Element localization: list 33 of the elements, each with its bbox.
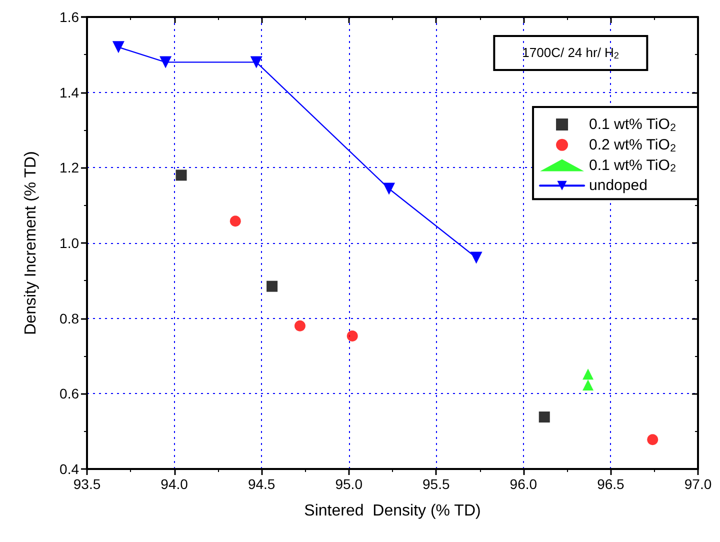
point	[383, 182, 396, 195]
point	[647, 434, 658, 446]
y-tick-label: 1.4	[60, 84, 80, 100]
y-tick-label: 0.4	[60, 461, 80, 477]
point	[470, 252, 482, 264]
x-tick-label: 95.5	[422, 476, 450, 492]
annotation: 1700C/ 24 hr/ H2	[522, 44, 620, 60]
y-tick-label: 1.6	[60, 9, 80, 25]
y-tick-label: 0.6	[60, 386, 80, 402]
point	[250, 56, 262, 68]
x-tick-label: 94.5	[248, 476, 276, 492]
point	[538, 412, 550, 423]
y-tick-label: 1.2	[60, 160, 80, 176]
point	[176, 170, 187, 181]
x-tick-label: 93.5	[73, 476, 101, 492]
point	[346, 330, 358, 342]
point	[266, 280, 278, 292]
y-axis-title: Density Increment (% TD)	[22, 151, 40, 335]
point	[230, 216, 241, 227]
point	[582, 380, 594, 391]
legend-label: undoped	[589, 177, 648, 194]
x-tick-label: 95.0	[335, 476, 363, 492]
y-tick-label: 0.8	[60, 310, 80, 326]
x-tick-label: 97.0	[684, 476, 712, 492]
y-tick-label: 1.0	[60, 235, 80, 251]
point	[112, 41, 124, 54]
point	[294, 320, 306, 332]
point	[582, 368, 594, 380]
point	[160, 56, 172, 68]
x-tick-label: 96.0	[510, 476, 538, 492]
x-tick-label: 94.0	[160, 476, 188, 492]
x-axis-title: Sintered Density (% TD)	[304, 502, 481, 520]
x-tick-label: 96.5	[597, 476, 625, 492]
